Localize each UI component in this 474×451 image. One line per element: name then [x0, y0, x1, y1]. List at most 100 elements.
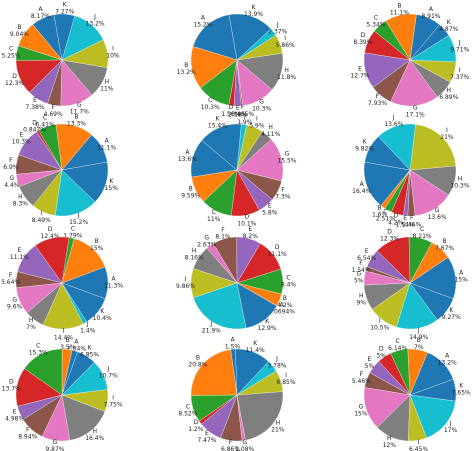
- slice-label: A: [105, 137, 110, 144]
- slice-label: A: [185, 149, 190, 156]
- slice-label: H: [192, 247, 197, 254]
- slice-value-label: 9.87%: [45, 446, 64, 451]
- slice-label: B: [417, 337, 421, 344]
- slice-label: B: [443, 238, 447, 245]
- slice-label: B: [66, 337, 70, 344]
- slice-value-label: 11.8%: [277, 74, 296, 81]
- slice-value-label: 12%: [383, 442, 397, 449]
- slice-value-label: 7.3%: [275, 193, 291, 200]
- slice-value-label: 9.04%: [10, 31, 29, 38]
- slice-label: E: [403, 214, 407, 221]
- slice-value-label: 6.9%: [3, 164, 19, 171]
- slice-label: E: [33, 97, 37, 104]
- slice-value-label: 11.7%: [70, 109, 89, 116]
- pie: A0.0694% B4.2% C8.4% D11.1% E8.2% F8.1% G2.63%…: [176, 226, 296, 334]
- pie-slice: [409, 394, 456, 439]
- slice-value-label: 7%: [26, 324, 36, 331]
- slice-value-label: 4.2%: [277, 302, 293, 309]
- slice-value-label: 6.41%: [36, 121, 55, 128]
- slice-value-label: 8.17%: [31, 13, 50, 20]
- slice-value-label: 14.4%: [54, 334, 73, 341]
- slice-label: G: [53, 439, 58, 446]
- slice-label: J: [458, 40, 461, 47]
- pie-slice: [409, 124, 456, 171]
- slice-label: I: [285, 372, 287, 379]
- slice-label: J: [392, 114, 395, 121]
- pie-slice: [363, 161, 411, 206]
- slice-label: J: [449, 420, 452, 427]
- pie: A16.4%B1.6%C2.51%D4.2%E1.54%F2.46%G13.6%…: [352, 114, 470, 228]
- slice-value-label: 7.38%: [25, 104, 44, 111]
- slice-value-label: 11%: [207, 216, 221, 223]
- slice-label: J: [86, 321, 89, 328]
- slice-label: A: [459, 270, 464, 277]
- slice-value-label: 4.11%: [261, 131, 280, 138]
- slice-label: I: [112, 46, 114, 53]
- slice-value-label: 15.5%: [277, 158, 296, 165]
- slice-value-label: 10.3%: [12, 138, 31, 145]
- slice-value-label: 12.9%: [258, 325, 277, 332]
- slice-value-label: 13.2%: [438, 359, 457, 366]
- slice-label: F: [376, 93, 380, 100]
- slice-label: I: [446, 127, 448, 134]
- slice-label: D: [229, 104, 234, 111]
- slice-value-label: 2.63%: [197, 241, 216, 248]
- slice-label: B: [196, 354, 200, 361]
- slice-label: G: [242, 439, 247, 446]
- slice-value-label: 9.6%: [7, 303, 23, 310]
- slice-value-label: 13.9%: [244, 11, 263, 18]
- slice-value-label: 8.3%: [13, 200, 29, 207]
- slice-value-label: 5.86%: [276, 42, 295, 49]
- slice-value-label: 17.1%: [406, 111, 425, 118]
- slice-label: B: [397, 3, 401, 10]
- slice-value-label: 6.89%: [439, 94, 458, 101]
- slice-value-label: 13.7%: [2, 386, 21, 393]
- slice-label: G: [259, 98, 264, 105]
- slice-value-label: 17%: [444, 427, 458, 434]
- slice-value-label: 8.49%: [32, 217, 51, 224]
- slice-value-label: 15%: [90, 245, 104, 252]
- slice-label: I: [112, 394, 114, 401]
- slice-label: A: [230, 337, 235, 344]
- slice-value-label: 0.0694%: [268, 309, 295, 316]
- slice-label: B: [17, 24, 21, 31]
- slice-label: F: [26, 426, 30, 433]
- slice-value-label: 1.4%: [80, 328, 96, 335]
- slice-label: H: [92, 428, 97, 435]
- slice-label: I: [63, 327, 65, 334]
- slice-value-label: 1.54%: [352, 267, 371, 274]
- pie-slice: [61, 161, 109, 203]
- slice-label: E: [358, 65, 362, 72]
- slice-value-label: 11.1%: [97, 144, 116, 151]
- slice-label: K: [215, 115, 220, 122]
- slice-value-label: 11%: [100, 85, 114, 92]
- slice-label: C: [383, 208, 387, 215]
- slice-value-label: 12.7%: [350, 72, 369, 79]
- slice-label: G: [356, 270, 361, 277]
- pie: A8.17%B9.04%C5.25%D12.3%E7.38% F4.69%G11.…: [2, 2, 120, 118]
- slice-value-label: 13.6%: [178, 156, 197, 163]
- slice-label: E: [13, 408, 17, 415]
- slice-value-label: 9.86%: [176, 283, 195, 290]
- slice-value-label: 4.69%: [44, 111, 63, 118]
- slice-label: C: [43, 114, 47, 121]
- slice-value-label: 1.2%: [188, 426, 204, 433]
- slice-value-label: 5%: [354, 277, 364, 284]
- slice-label: H: [458, 175, 463, 182]
- slice-label: D: [245, 214, 250, 221]
- slice-value-label: 8.1%: [215, 233, 231, 240]
- slice-value-label: 10.3%: [252, 105, 271, 112]
- pie-slice: [236, 282, 278, 329]
- pie-slice: [190, 349, 238, 396]
- slice-value-label: 21%: [440, 134, 454, 141]
- slice-value-label: 10.1%: [237, 221, 256, 228]
- slice-label: D: [12, 73, 17, 80]
- slice-label: I: [185, 276, 187, 283]
- slice-value-label: 10.7%: [99, 372, 118, 379]
- slice-value-label: 7.93%: [368, 100, 387, 107]
- slice-label: G: [10, 175, 15, 182]
- slice-value-label: 5.8%: [262, 210, 278, 217]
- slice-label: B: [184, 62, 188, 69]
- slice-value-label: 8.4%: [281, 281, 297, 288]
- pie: A1.5% B20.8% C8.52%D1.2%E7.47% F6.86%G1.08%…: [178, 337, 295, 451]
